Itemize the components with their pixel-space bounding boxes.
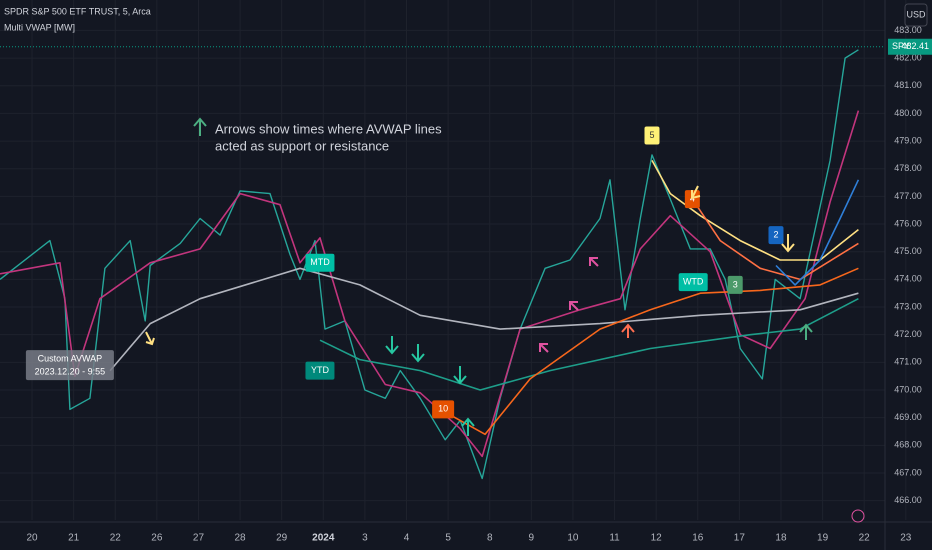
- anchor-label: WTD: [683, 277, 704, 287]
- anchor-label: 2: [773, 229, 778, 239]
- x-tick-label: 18: [775, 533, 787, 544]
- y-tick-label: 469.00: [894, 412, 922, 422]
- y-tick-label: 483.00: [894, 25, 922, 35]
- x-tick-label: 29: [276, 533, 288, 544]
- y-tick-label: 468.00: [894, 440, 922, 450]
- annotation: acted as support or resistance: [215, 138, 389, 153]
- indicator-name: Multi VWAP [MW]: [4, 22, 75, 32]
- series-line: [449, 267, 859, 436]
- series-line: [109, 267, 859, 372]
- anchor-label-box: [25, 350, 114, 381]
- series-line: [0, 49, 859, 480]
- y-tick-label: 475.00: [894, 246, 922, 256]
- x-tick-label: 27: [193, 533, 205, 544]
- x-tick-label: 9: [529, 533, 535, 544]
- y-tick-label: 480.00: [894, 108, 922, 118]
- x-tick-label: 17: [734, 533, 746, 544]
- annotation: Arrows show times where AVWAP lines: [215, 121, 442, 136]
- anchor-label-box: [684, 190, 700, 209]
- anchor-label-box: [768, 226, 784, 245]
- x-tick-label: 21: [68, 533, 80, 544]
- series-line: [775, 179, 860, 286]
- y-tick-label: 479.00: [894, 135, 922, 145]
- y-tick-label: 478.00: [894, 163, 922, 173]
- x-tick-label: 10: [567, 533, 579, 544]
- chart-title: SPDR S&P 500 ETF TRUST, 5, Arca: [4, 6, 151, 16]
- anchor-label: 3: [733, 279, 738, 289]
- y-tick-label: 474.00: [894, 274, 922, 284]
- anchor-sublabel: 2023.12.20 - 9:55: [35, 366, 106, 376]
- currency-button[interactable]: [904, 3, 928, 27]
- anchor-label: 10: [438, 404, 448, 414]
- signal-arrows: [145, 185, 813, 436]
- series-line: [319, 297, 859, 391]
- anchor-label-box: [305, 361, 335, 380]
- x-tick-label: 4: [404, 533, 410, 544]
- anchor-label-box: [727, 275, 743, 294]
- x-tick-label: 12: [651, 533, 663, 544]
- x-tick-label: 20: [26, 533, 38, 544]
- x-tick-label: 5: [445, 533, 451, 544]
- anchor-label-box: [432, 400, 455, 419]
- event-icon[interactable]: [851, 509, 865, 523]
- series-line: [691, 198, 859, 281]
- x-tick-label: 2024: [312, 533, 335, 544]
- grid: [0, 0, 907, 520]
- x-tick-label: 26: [151, 533, 163, 544]
- x-tick-label: 22: [110, 533, 122, 544]
- anchor-label-box: [305, 253, 335, 272]
- y-tick-label: 466.00: [894, 495, 922, 505]
- y-tick-label: 472.00: [894, 329, 922, 339]
- last-price-symbol: SPY: [892, 41, 910, 51]
- x-tick-label: 8: [487, 533, 493, 544]
- y-tick-label: 481.00: [894, 80, 922, 90]
- x-tick-label: 22: [859, 533, 871, 544]
- y-tick-label: 477.00: [894, 191, 922, 201]
- legend-arrow: [193, 117, 207, 136]
- y-tick-label: 482.00: [894, 52, 922, 62]
- anchor-label-box: [644, 126, 660, 145]
- x-tick-label: 3: [362, 533, 368, 544]
- x-tick-label: 28: [235, 533, 247, 544]
- anchor-label: Custom AVWAP: [38, 353, 103, 363]
- y-tick-label: 467.00: [894, 467, 922, 477]
- x-tick-label: 16: [692, 533, 704, 544]
- last-price-value: 482.41: [901, 41, 929, 51]
- anchor-label: 5: [649, 130, 654, 140]
- y-tick-label: 473.00: [894, 301, 922, 311]
- y-tick-label: 470.00: [894, 384, 922, 394]
- last-price-tag: [888, 38, 932, 55]
- lines: [0, 49, 860, 480]
- anchor-label: MTD: [310, 257, 330, 267]
- currency[interactable]: USD: [906, 9, 926, 19]
- x-tick-label: 19: [817, 533, 829, 544]
- anchor-label: YTD: [311, 365, 330, 375]
- anchor-label-box: [678, 273, 708, 292]
- x-tick-label: 11: [609, 533, 620, 544]
- y-tick-label: 476.00: [894, 218, 922, 228]
- x-tick-label: 23: [900, 533, 912, 544]
- y-tick-label: 471.00: [894, 357, 922, 367]
